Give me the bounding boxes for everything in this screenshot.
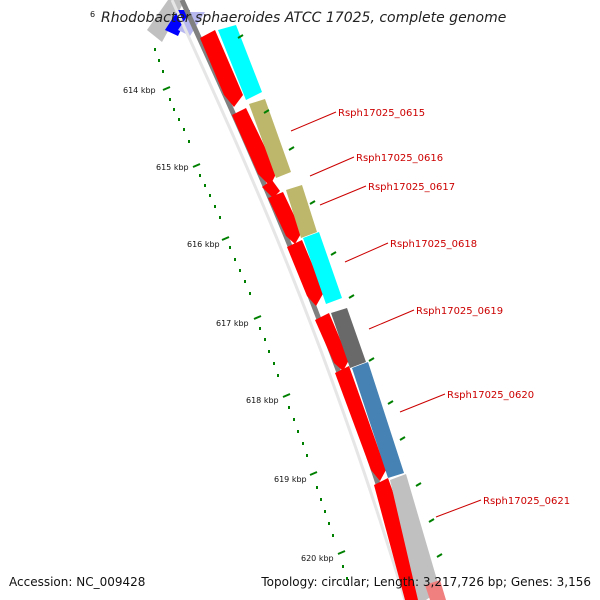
dark-gray-feature [331,308,366,368]
cds-arrow [335,366,386,481]
tick-label-616: 616 kbp [187,240,220,249]
cds-arrow [287,240,324,306]
khaki-feature [249,99,291,178]
gene-label[interactable]: Rsph17025_0617 [368,182,455,193]
tick-label-619: 619 kbp [274,475,307,484]
gene-label[interactable]: Rsph17025_0618 [390,239,477,250]
inner-tick-ruler [154,48,348,580]
tick-label-618: 618 kbp [246,396,279,405]
topology-text: Topology: circular; Length: 3,217,726 bp… [261,575,591,589]
tick-label-614: 614 kbp [123,86,156,95]
cyan-feature [303,232,342,304]
steel-blue-feature [352,362,404,478]
khaki-feature [286,185,317,238]
cds-arrow [232,108,277,186]
tick-label-620: 620 kbp [301,554,334,563]
map-title: Rhodobacter sphaeroides ATCC 17025, comp… [101,10,506,26]
gene-label[interactable]: Rsph17025_0620 [447,390,534,401]
tick-labels: 614 kbp 615 kbp 616 kbp 617 kbp 618 kbp … [123,86,334,563]
light-gray-feature [390,474,440,600]
cds-arrow [268,192,302,244]
cds-arrow [200,30,243,107]
tick-label-615: 615 kbp [156,163,189,172]
cyan-feature [218,25,262,100]
tick-label-617: 617 kbp [216,319,249,328]
accession-text: Accession: NC_009428 [9,575,146,589]
feature-lane-outer [218,25,446,600]
outer-minor-ticks [237,34,443,558]
gene-label[interactable]: Rsph17025_0621 [483,496,570,507]
cds-arrow [315,313,349,371]
gene-label-leaders [290,111,482,518]
gene-label[interactable]: Rsph17025_0619 [416,306,503,317]
gene-label[interactable]: Rsph17025_0615 [338,108,425,119]
genome-backbone-inner [170,0,407,600]
cds-arrow [262,180,280,198]
title-cut-tick: 6 [90,10,95,19]
gene-labels: Rsph17025_0615 Rsph17025_0616 Rsph17025_… [338,108,570,507]
genome-backbone-outer [179,0,418,600]
light-red-feature [425,580,446,600]
gene-label[interactable]: Rsph17025_0616 [356,153,443,164]
top-blue-feature [165,10,190,36]
major-ticks [162,86,346,555]
